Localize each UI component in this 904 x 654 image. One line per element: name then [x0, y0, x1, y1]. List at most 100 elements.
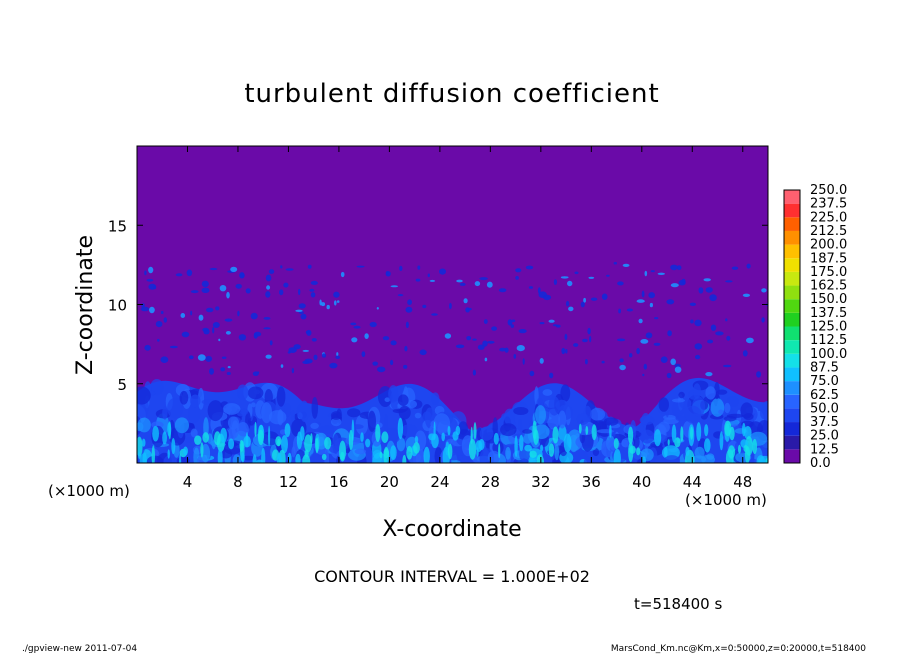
field-blob: [232, 454, 242, 463]
field-eddy: [725, 318, 728, 322]
field-streak: [261, 447, 266, 463]
field-blob: [355, 414, 368, 435]
field-blob: [560, 384, 571, 402]
field-blob: [231, 420, 239, 438]
field-eddy: [553, 279, 558, 285]
field-streak: [514, 435, 518, 458]
field-streak: [406, 446, 413, 460]
field-eddy: [746, 263, 751, 269]
field-streak: [137, 436, 143, 457]
field-streak: [275, 436, 282, 447]
field-eddy: [280, 364, 284, 368]
field-eddy: [670, 283, 679, 288]
field-blob: [583, 456, 594, 463]
field-eddy: [356, 265, 365, 268]
field-streak: [719, 431, 724, 451]
field-eddy: [694, 319, 702, 327]
colorbar-label-15: 187.5: [810, 251, 847, 266]
field-streak: [529, 458, 536, 463]
field-streak: [217, 448, 223, 463]
y-tick-label-0: 5: [117, 376, 127, 394]
field-eddy: [629, 353, 633, 358]
field-eddy: [761, 317, 765, 323]
field-eddy: [472, 369, 476, 376]
field-eddy: [619, 364, 626, 371]
field-blob: [162, 431, 168, 445]
field-eddy: [645, 332, 653, 339]
field-streak: [300, 426, 305, 442]
colorbar-label-12: 150.0: [810, 292, 847, 307]
field-streak: [151, 445, 155, 463]
field-streak: [200, 442, 204, 458]
field-streak: [423, 446, 430, 463]
field-eddy: [723, 364, 732, 368]
field-blob: [400, 424, 418, 437]
field-eddy: [642, 373, 645, 377]
field-blob: [716, 389, 728, 395]
field-eddy: [201, 287, 210, 293]
field-blob: [384, 414, 389, 435]
field-streak: [321, 453, 327, 461]
field-blob: [710, 398, 725, 417]
field-eddy: [309, 288, 315, 292]
field-eddy: [601, 293, 608, 300]
field-eddy: [726, 335, 731, 341]
field-blob: [167, 397, 184, 419]
field-streak: [552, 426, 559, 444]
field-eddy: [254, 331, 262, 337]
field-streak: [674, 437, 681, 448]
field-eddy: [487, 340, 495, 344]
field-eddy: [205, 355, 213, 362]
field-blob: [672, 398, 685, 403]
field-eddy: [175, 273, 183, 277]
field-eddy: [565, 349, 568, 354]
field-streak: [696, 422, 702, 442]
field-blob: [513, 407, 529, 415]
colorbar-label-4: 50.0: [810, 401, 839, 416]
colorbar-swatch-13: [784, 271, 800, 286]
field-eddy: [376, 307, 379, 310]
field-streak: [390, 445, 397, 460]
field-eddy: [618, 308, 621, 314]
field-blob: [414, 412, 422, 419]
field-blob: [748, 459, 759, 463]
field-streak: [304, 434, 313, 453]
field-eddy: [636, 348, 640, 355]
field-streak: [536, 454, 545, 463]
colorbar-swatch-16: [784, 230, 800, 245]
colorbar-label-17: 212.5: [810, 224, 847, 239]
field-eddy: [676, 265, 682, 271]
field-streak: [628, 426, 634, 444]
field-blob: [174, 417, 189, 434]
field-streak: [725, 449, 734, 463]
heatmap-area: [136, 145, 769, 464]
x-tick-label-4: 20: [380, 473, 399, 491]
field-eddy: [235, 283, 242, 289]
field-eddy: [419, 349, 427, 356]
field-eddy: [705, 287, 713, 293]
field-eddy: [582, 338, 588, 343]
field-eddy: [528, 286, 534, 289]
field-eddy: [302, 360, 310, 364]
field-blob: [310, 422, 319, 429]
field-blob: [207, 400, 224, 422]
field-eddy: [449, 302, 452, 310]
colorbar-label-2: 25.0: [810, 429, 839, 444]
field-streak: [241, 452, 245, 463]
field-eddy: [385, 271, 389, 276]
field-blob: [284, 403, 291, 417]
field-eddy: [537, 287, 541, 294]
field-eddy: [466, 336, 472, 341]
field-streak: [636, 447, 641, 456]
colorbar-frame: [783, 189, 801, 464]
field-streak: [284, 423, 291, 438]
field-eddy: [653, 342, 661, 346]
field-streak: [257, 429, 264, 446]
x-tick-label-5: 24: [430, 473, 449, 491]
field-blob: [554, 443, 560, 461]
field-eddy: [146, 278, 154, 282]
field-eddy: [302, 349, 310, 352]
field-blob: [451, 460, 461, 463]
field-blob: [535, 405, 546, 425]
field-streak: [138, 451, 141, 459]
